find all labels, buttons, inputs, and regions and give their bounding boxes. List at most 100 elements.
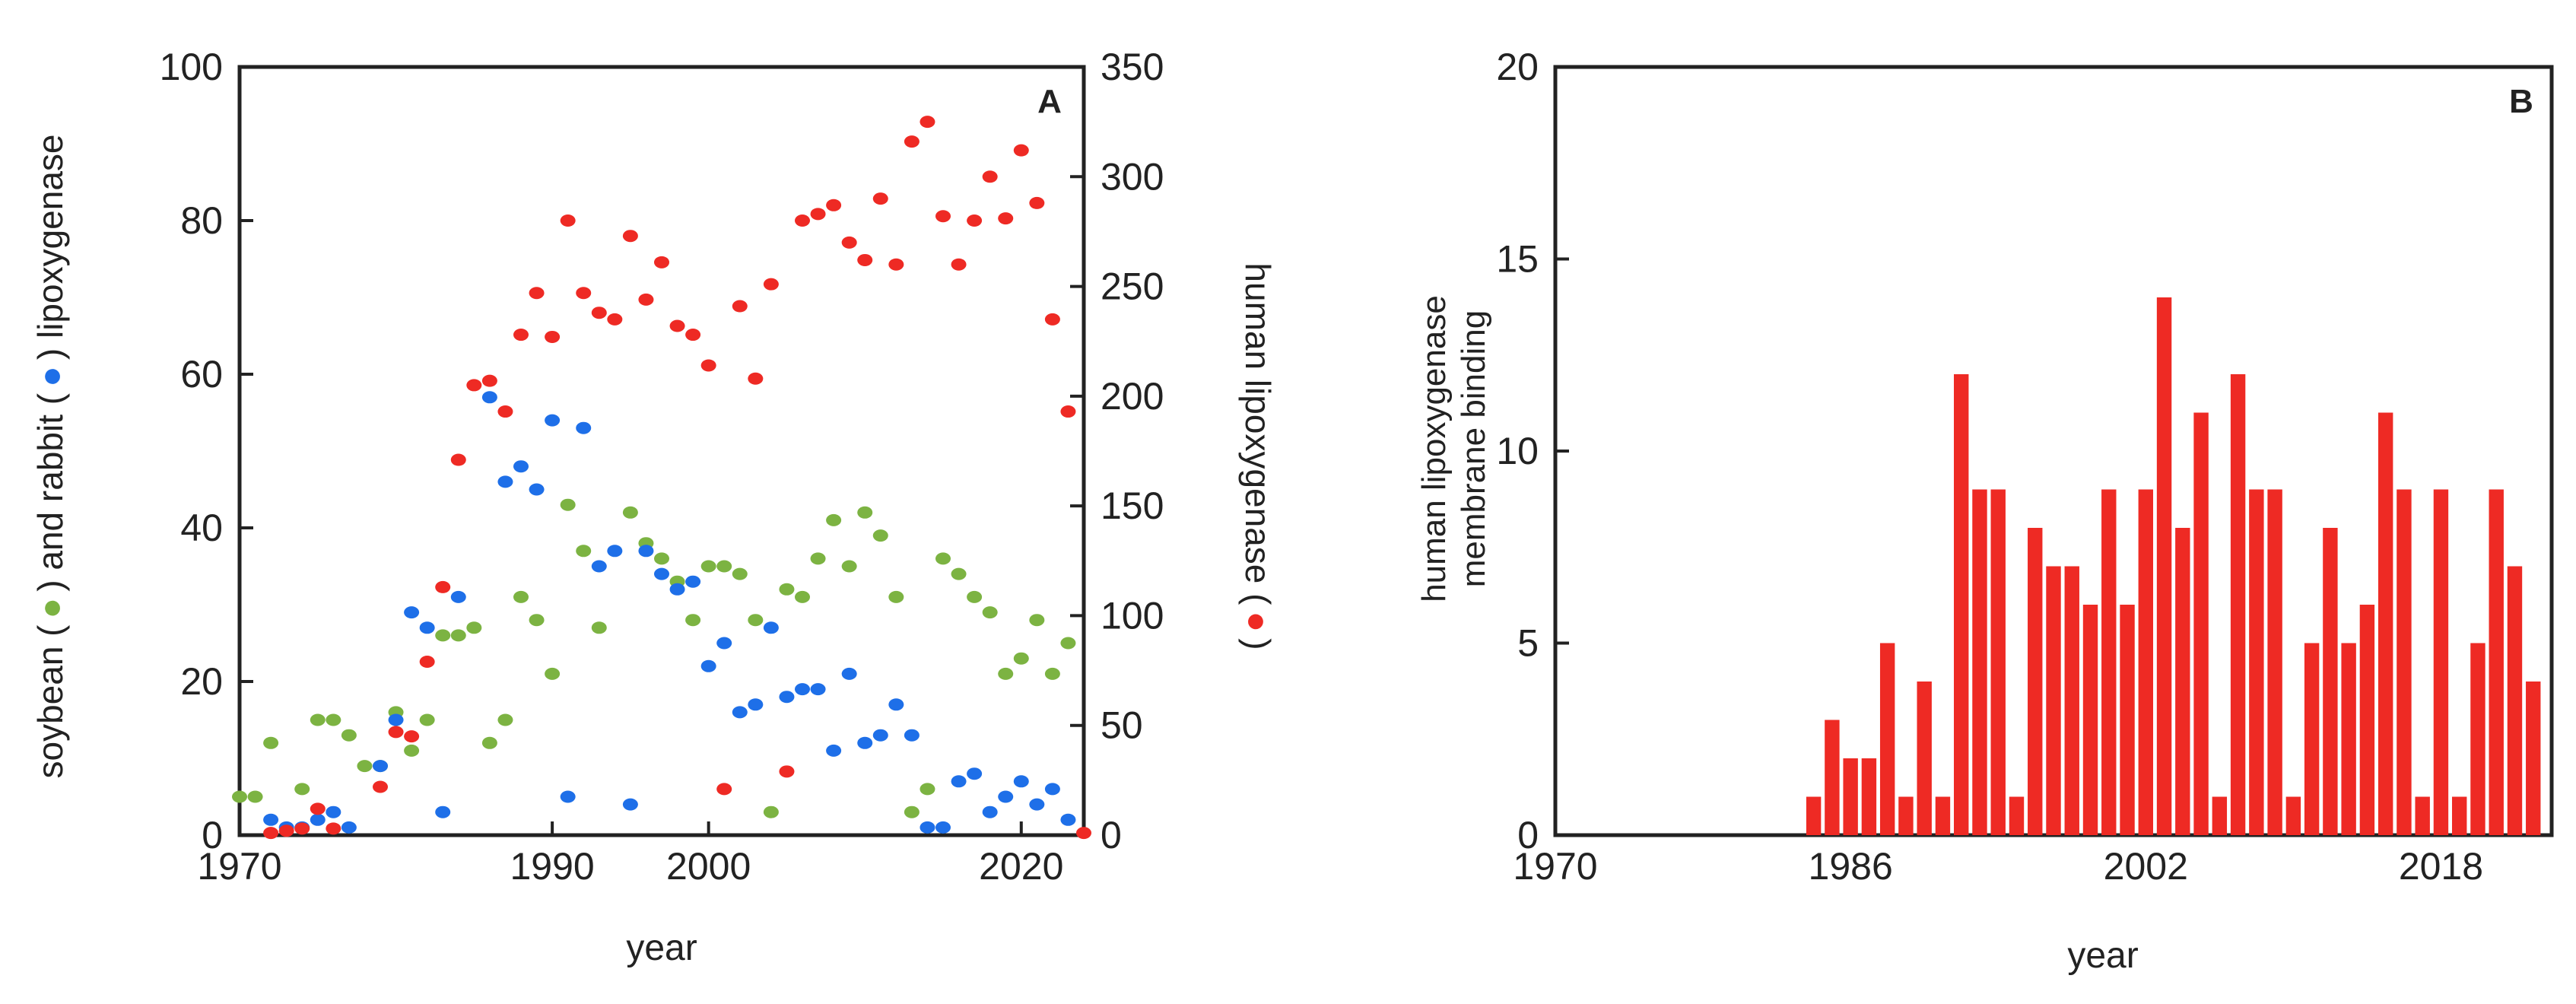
rabbit-data-point [951, 775, 967, 788]
human-data-point [326, 822, 341, 835]
human-data-point [294, 822, 310, 835]
rabbit-data-point [716, 637, 732, 650]
right-y-tick-label: 150 [1101, 485, 1164, 527]
human-data-point [1013, 144, 1029, 157]
x-tick-label: 1970 [197, 845, 281, 888]
left-y-tick-label: 80 [180, 199, 223, 242]
human-data-point [513, 329, 529, 342]
rabbit-data-point [685, 575, 701, 588]
soybean-data-point [1060, 637, 1076, 650]
bar [1917, 682, 1932, 835]
human-data-point [700, 359, 716, 372]
right-y-tick-label: 0 [1101, 814, 1122, 856]
bar [1972, 489, 1987, 835]
bar [1806, 796, 1822, 835]
x-tick-label: 2000 [666, 845, 751, 888]
bar [1990, 489, 2006, 835]
soybean-data-point [450, 629, 466, 642]
soybean-data-point [1013, 652, 1029, 665]
bar [2304, 643, 2320, 835]
left-y-label-part-1: soybean ( [30, 624, 70, 779]
x-tick-label: 1990 [510, 845, 594, 888]
rabbit-data-point [779, 691, 795, 704]
bar [2377, 412, 2393, 835]
panel-b-label: B [2509, 83, 2533, 120]
human-data-point [841, 236, 857, 249]
human-data-point [1044, 313, 1060, 326]
rabbit-data-point [419, 621, 435, 634]
human-data-point [1029, 196, 1045, 209]
rabbit-data-point [638, 545, 654, 558]
left-y-tick-label: 0 [202, 814, 223, 856]
panel-a-x-ticks: 1970 1990 2000 2020 [197, 821, 1063, 888]
bar [2452, 796, 2467, 835]
human-data-point [669, 319, 685, 332]
rabbit-data-point [591, 560, 607, 573]
human-data-point [591, 307, 607, 319]
y-tick-label: 5 [1517, 622, 1539, 665]
soybean-data-point [232, 790, 247, 803]
human-data-point [388, 726, 404, 739]
soybean-data-point [935, 552, 951, 565]
soybean-data-point [497, 713, 513, 726]
human-data-point [545, 330, 561, 343]
soybean-data-point [545, 667, 561, 680]
panel-a-x-axis-label: year [626, 928, 697, 968]
soybean-legend-marker: ● [30, 598, 70, 619]
rabbit-data-point [1013, 775, 1029, 788]
rabbit-data-point [982, 805, 998, 818]
bar [2489, 489, 2504, 835]
x-tick-label: 2020 [979, 845, 1063, 888]
human-data-point [481, 374, 497, 387]
human-data-point [497, 405, 513, 418]
rabbit-data-point [857, 736, 873, 749]
rabbit-data-point [700, 659, 716, 672]
human-data-point [810, 208, 826, 221]
human-data-point [685, 329, 701, 342]
human-data-point [404, 730, 420, 743]
bar [2064, 566, 2079, 835]
y-tick-label: 10 [1496, 430, 1539, 472]
soybean-data-point [904, 805, 920, 818]
bar [2212, 796, 2228, 835]
rabbit-data-point [763, 621, 779, 634]
bar [2138, 489, 2153, 835]
x-tick-label: 1986 [1809, 845, 1893, 888]
rabbit-data-point [263, 813, 279, 826]
bar [2267, 489, 2282, 835]
human-data-point [872, 192, 888, 205]
soybean-data-point [810, 552, 826, 565]
panel-b-y-ticks: 0 5 10 15 20 [1496, 46, 1569, 856]
human-data-point [951, 258, 967, 271]
bar [1898, 796, 1914, 835]
human-data-point [857, 253, 873, 266]
soybean-data-point [419, 713, 435, 726]
bar [1843, 758, 1858, 835]
panel-a-plot-frame [237, 65, 1086, 837]
panel-a-right-y-axis-label: human lipoxygenase (●) [1238, 262, 1278, 650]
soybean-data-point [700, 560, 716, 573]
panel-a-right-y-ticks: 0 50 100 150 200 250 300 350 [1070, 46, 1164, 856]
bar [2341, 643, 2356, 835]
human-data-point [278, 824, 294, 837]
rabbit-data-point [513, 460, 529, 473]
rabbit-data-point [341, 821, 357, 834]
rabbit-data-point [841, 667, 857, 680]
rabbit-data-point [795, 683, 810, 696]
soybean-data-point [1029, 614, 1045, 627]
human-data-point [373, 780, 388, 793]
bar [2028, 528, 2043, 835]
x-tick-label: 1970 [1513, 845, 1597, 888]
rabbit-data-point [669, 583, 685, 596]
human-data-point [310, 802, 326, 815]
right-y-tick-label: 50 [1101, 704, 1143, 747]
soybean-data-point [576, 545, 592, 558]
human-data-point [576, 287, 592, 300]
soybean-data-point [888, 590, 904, 603]
soybean-data-point [967, 590, 983, 603]
bar [2175, 528, 2190, 835]
soybean-data-point [795, 590, 810, 603]
human-data-point [263, 827, 279, 840]
soybean-data-point [779, 583, 795, 596]
